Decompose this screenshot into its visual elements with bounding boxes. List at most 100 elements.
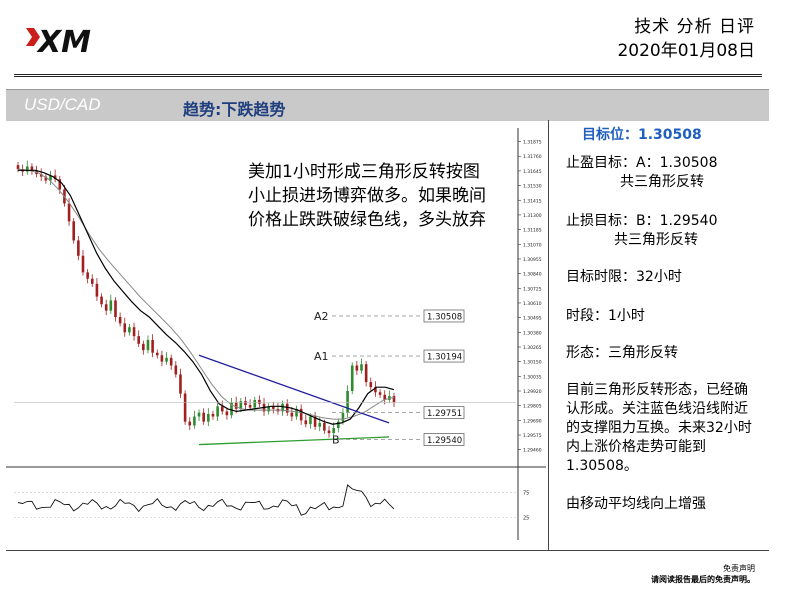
trend-label: 趋势:下跌趋势 — [183, 100, 286, 119]
price-tag-box — [423, 406, 465, 419]
candle-body — [123, 323, 127, 333]
y-tick-label: 1.29460 — [523, 448, 542, 454]
price-tag-label: 1.29751 — [427, 409, 462, 419]
osc-level-label: 75 — [523, 491, 529, 497]
y-tick-label: 1.31070 — [523, 242, 542, 248]
candle-body — [67, 203, 71, 222]
candle-body — [364, 364, 368, 383]
candle-body — [169, 357, 173, 366]
price-tag-label: 1.30508 — [427, 312, 462, 322]
price-tag-label: 1.29540 — [427, 436, 462, 446]
y-tick-label: 1.31645 — [523, 169, 542, 175]
candle-body — [197, 412, 201, 417]
candle-body — [336, 421, 340, 428]
candle-body — [146, 339, 150, 351]
analysis-line-4: 内上涨价格走势可能到 — [566, 439, 706, 455]
currency-pair: USD/CAD — [24, 95, 101, 114]
y-tick-label: 1.30380 — [523, 330, 542, 336]
candle-body — [128, 327, 131, 333]
candle-body — [332, 428, 335, 434]
price-tag-label: 1.30194 — [427, 353, 462, 363]
disclaimer-text[interactable]: 请阅读报告最后的免责声明。 — [651, 575, 755, 584]
analysis-line-3: 的支撑阻力互换。未来32小时 — [566, 420, 752, 436]
y-tick-label: 1.31875 — [523, 140, 542, 146]
level-label: B — [332, 433, 340, 446]
y-tick-label: 1.29805 — [523, 404, 542, 410]
candle-body — [137, 336, 140, 344]
candle-body — [49, 175, 52, 181]
candle-body — [58, 179, 62, 190]
candle-body — [360, 364, 363, 371]
y-tick-label: 1.31300 — [523, 213, 542, 219]
candle-body — [109, 300, 113, 311]
candle-body — [281, 403, 284, 412]
y-tick-label: 1.30265 — [523, 345, 542, 351]
candle-body — [30, 166, 34, 171]
header-divider-2 — [14, 76, 762, 77]
report-date: 2020年01月08日 — [617, 41, 755, 61]
candle-body — [188, 421, 192, 426]
y-tick-label: 1.30495 — [523, 316, 542, 322]
candle-body — [77, 240, 80, 256]
candle-body — [220, 406, 224, 412]
oscillator-line — [17, 484, 395, 516]
candle-body — [253, 399, 257, 408]
candle-body — [100, 296, 103, 305]
candle-body — [207, 413, 210, 422]
candle-body — [374, 387, 377, 393]
candle-body — [295, 408, 298, 417]
candle-body — [369, 382, 373, 388]
candle-body — [193, 416, 196, 426]
candle-body — [142, 343, 145, 351]
blue-trendline — [198, 354, 390, 424]
pair-band: USD/CAD 趋势:下跌趋势 — [6, 89, 769, 121]
target-price: 目标位：1.30508 — [582, 127, 702, 143]
take-profit-note: 共三角形反转 — [620, 174, 704, 190]
candle-body — [16, 165, 20, 169]
y-tick-label: 1.30610 — [523, 301, 542, 307]
y-tick-label: 1.30150 — [523, 360, 542, 366]
candle-body — [53, 175, 57, 180]
chart-svg: 1.31875 1.31760 1.31645 1.31530 1.31415 1.313… — [6, 128, 546, 540]
candle-body — [165, 357, 168, 362]
y-tick-label: 1.29920 — [523, 389, 542, 395]
candle-body — [350, 365, 354, 391]
candle-body — [304, 420, 308, 425]
candle-body — [346, 391, 349, 413]
candle-body — [160, 355, 164, 362]
candle-body — [244, 401, 247, 406]
y-tick-label: 1.31530 — [523, 184, 542, 190]
price-tag-box — [423, 349, 465, 363]
candle-body — [290, 412, 294, 417]
candle-body — [299, 408, 303, 421]
candle-body — [183, 393, 187, 422]
candle-body — [155, 352, 159, 356]
candle-body — [234, 402, 238, 409]
price-chart: 1.31875 1.31760 1.31645 1.31530 1.31415 1.313… — [6, 120, 546, 550]
y-tick-label: 1.29690 — [523, 418, 542, 424]
candle-body — [309, 416, 312, 425]
candle-body — [248, 405, 252, 408]
candle-body — [388, 396, 391, 400]
header-divider — [14, 74, 762, 75]
candle-body — [318, 422, 322, 427]
candle-body — [313, 416, 317, 427]
candle-body — [44, 176, 48, 181]
candle-body — [179, 374, 182, 394]
candle-body — [202, 412, 205, 422]
candle-body — [86, 272, 89, 279]
candle-body — [285, 403, 289, 413]
price-tag-box — [423, 309, 465, 323]
analysis-line-2: 认形成。关注蓝色线沿线附近 — [566, 401, 748, 417]
candle-body — [114, 300, 117, 317]
stop-loss: 止损目标：B：1.29540 — [566, 213, 718, 229]
report-title: 技术 分析 日评 — [634, 17, 755, 37]
level-label: A2 — [314, 310, 329, 323]
take-profit: 止盈目标：A：1.30508 — [566, 155, 718, 171]
analysis-line-1: 目前三角形反转形态，已经确 — [566, 382, 748, 398]
candle-body — [272, 406, 275, 409]
panel-divider — [548, 120, 549, 550]
y-tick-label: 1.31415 — [523, 198, 542, 204]
candle-body — [104, 304, 108, 311]
candle-body — [81, 255, 85, 273]
